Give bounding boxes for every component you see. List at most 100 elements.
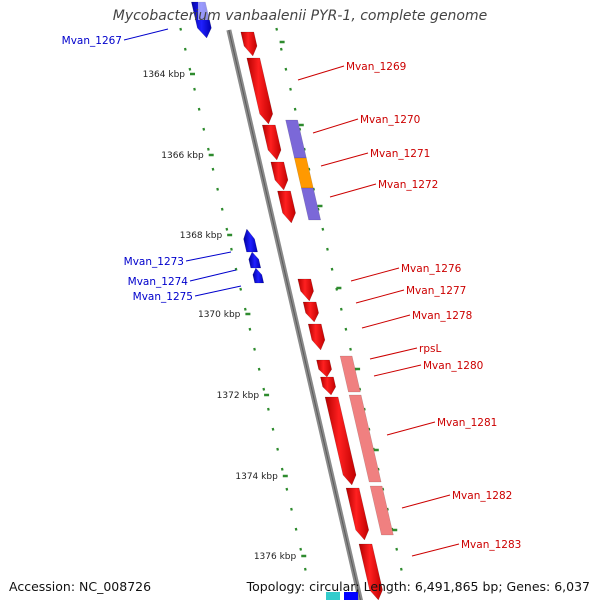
cog-box-pink bbox=[339, 355, 361, 393]
reverse-gene-arrow bbox=[243, 228, 258, 253]
gene-label-mvan-1269: Mvan_1269 bbox=[346, 61, 406, 73]
forward-gene-arrow bbox=[316, 359, 332, 378]
leader-line bbox=[312, 118, 359, 134]
scale-dot bbox=[363, 407, 366, 411]
gene-fragment bbox=[344, 592, 358, 600]
scale-dot bbox=[285, 487, 289, 491]
leader-line bbox=[401, 494, 451, 509]
cog-box-orange bbox=[294, 157, 314, 189]
scale-dot bbox=[262, 387, 266, 391]
scale-dot bbox=[197, 107, 201, 111]
scale-dot bbox=[207, 147, 210, 151]
forward-gene-arrow bbox=[240, 31, 258, 57]
gene-label-mvan-1282: Mvan_1282 bbox=[452, 490, 512, 502]
scale-dot bbox=[220, 207, 224, 211]
scale-dot bbox=[344, 327, 348, 331]
genome-backbone-core bbox=[228, 29, 361, 600]
scale-dot bbox=[216, 187, 219, 191]
accession-label: Accession: NC_008726 bbox=[9, 579, 152, 594]
leader-line bbox=[320, 152, 369, 167]
forward-gene-arrow bbox=[307, 323, 326, 351]
scale-dot bbox=[303, 567, 307, 571]
scale-label: 1376 kbp bbox=[254, 552, 297, 562]
leader-line bbox=[350, 267, 400, 282]
scale-label: 1370 kbp bbox=[198, 310, 241, 320]
scale-dot bbox=[279, 47, 283, 51]
leader-line bbox=[361, 314, 411, 329]
leader-line bbox=[411, 543, 460, 557]
gene-label-rpsl: rpsL bbox=[419, 343, 441, 355]
scale-dot bbox=[284, 67, 288, 71]
scale-dot bbox=[234, 267, 238, 271]
scale-dot bbox=[275, 27, 279, 31]
forward-gene-arrow bbox=[270, 161, 289, 191]
scale-dot bbox=[183, 47, 187, 51]
reverse-gene-arrow bbox=[252, 267, 265, 284]
scale-dot bbox=[316, 207, 320, 211]
forward-gene-arrow bbox=[302, 301, 319, 323]
scale-dot bbox=[276, 447, 279, 451]
scale-dot bbox=[225, 227, 229, 231]
leader-line bbox=[373, 364, 422, 377]
leader-line bbox=[369, 347, 418, 360]
leader-line bbox=[386, 421, 436, 436]
scale-dot bbox=[179, 27, 183, 31]
scale-label: 1366 kbp bbox=[161, 151, 204, 161]
leader-line bbox=[123, 28, 169, 41]
cog-box-purple bbox=[300, 187, 322, 221]
leader-line bbox=[297, 65, 345, 81]
scale-dot bbox=[280, 467, 284, 471]
scale-dot bbox=[257, 367, 261, 371]
scale-dot bbox=[339, 307, 343, 311]
reverse-gene-arrow bbox=[248, 251, 262, 269]
leader-line bbox=[194, 285, 242, 297]
leader-line bbox=[189, 269, 237, 282]
scale-dot bbox=[367, 427, 371, 431]
forward-gene-arrow bbox=[324, 396, 357, 486]
gene-label-mvan-1274: Mvan_1274 bbox=[128, 276, 189, 288]
leader-line bbox=[355, 289, 405, 304]
scale-dot bbox=[349, 347, 352, 351]
gene-label-mvan-1271: Mvan_1271 bbox=[370, 148, 430, 160]
scale-dot bbox=[303, 147, 306, 151]
scale-dot bbox=[330, 267, 334, 271]
scale-dot bbox=[289, 87, 292, 91]
forward-gene-arrow bbox=[277, 190, 296, 224]
scale-dot bbox=[312, 187, 315, 191]
scale-dot bbox=[293, 107, 297, 111]
map-title: Mycobacterium vanbaalenii PYR-1, complet… bbox=[112, 8, 488, 24]
scale-dot bbox=[239, 287, 243, 291]
scale-dot bbox=[253, 347, 256, 351]
genome-summary: Topology: circular; Length: 6,491,865 bp… bbox=[246, 579, 590, 594]
scale-dot bbox=[376, 467, 380, 471]
gene-fragment bbox=[326, 592, 340, 600]
forward-gene-arrow bbox=[297, 278, 314, 302]
forward-gene-arrow bbox=[345, 487, 370, 541]
scale-dot bbox=[193, 87, 196, 91]
gene-label-mvan-1273: Mvan_1273 bbox=[124, 256, 184, 268]
scale-dot bbox=[399, 567, 403, 571]
scale-dot bbox=[248, 327, 252, 331]
scale-dot bbox=[188, 67, 192, 71]
gene-label-mvan-1267: Mvan_1267 bbox=[62, 35, 122, 47]
leader-line bbox=[329, 183, 377, 198]
scale-dot bbox=[243, 307, 247, 311]
cog-box-pink bbox=[369, 485, 394, 536]
leader-line bbox=[185, 251, 232, 262]
scale-dot bbox=[326, 247, 329, 251]
gene-label-mvan-1278: Mvan_1278 bbox=[412, 310, 472, 322]
scale-dot bbox=[298, 127, 302, 131]
forward-gene-arrow bbox=[261, 124, 282, 161]
gene-label-mvan-1276: Mvan_1276 bbox=[401, 263, 462, 275]
forward-gene-arrow bbox=[358, 543, 383, 600]
gene-label-mvan-1277: Mvan_1277 bbox=[406, 285, 466, 297]
scale-dot bbox=[294, 527, 298, 531]
scale-label: 1368 kbp bbox=[180, 231, 223, 241]
scale-label: 1364 kbp bbox=[143, 70, 186, 80]
cog-box-pink bbox=[348, 394, 382, 483]
scale-dot bbox=[395, 547, 399, 551]
scale-dot bbox=[299, 547, 303, 551]
scale-label: 1372 kbp bbox=[217, 391, 260, 401]
